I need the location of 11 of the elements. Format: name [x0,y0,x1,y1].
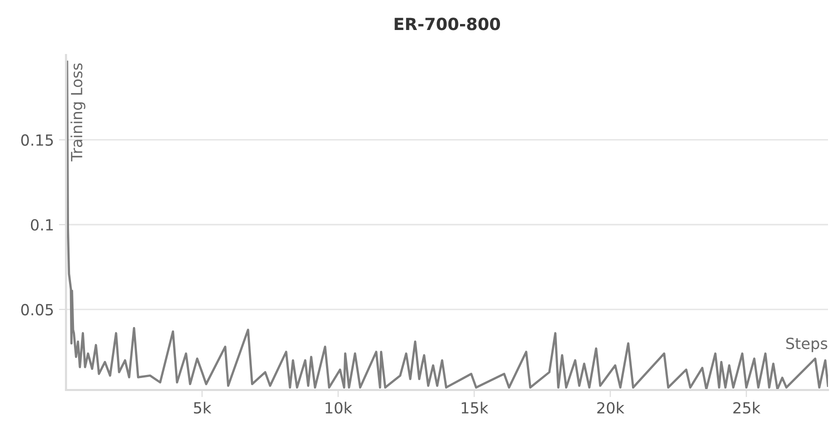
x-tick-label: 20k [597,402,624,414]
chart-title: ER-700-800 [394,18,500,30]
x-tick-label: 5k [194,402,212,414]
x-tick-label: 10k [326,402,352,414]
y-tick-label: 0.15 [21,134,53,146]
x-axis-title: Steps [786,338,828,352]
y-tick-label: 0.05 [21,304,53,316]
x-tick-label: 15k [462,402,488,414]
y-tick-label: 0.1 [30,219,53,231]
y-axis-title: Training Loss [70,63,86,162]
x-tick-label: 25k [733,402,760,414]
